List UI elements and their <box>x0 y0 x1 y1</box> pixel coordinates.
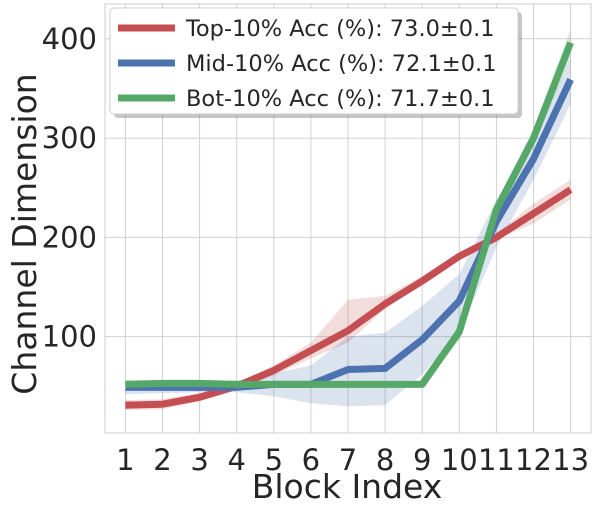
x-tick-label: 4 <box>227 443 245 477</box>
x-tick-label: 9 <box>413 443 431 477</box>
legend: Top-10% Acc (%): 73.0±0.1 Mid-10% Acc (%)… <box>109 7 522 118</box>
x-axis-label: Block Index <box>252 467 443 506</box>
x-tick-label: 1 <box>116 443 134 477</box>
legend-box <box>109 7 519 115</box>
x-tick-label: 6 <box>302 443 320 477</box>
x-tick-label: 13 <box>552 443 589 477</box>
x-tick-label: 2 <box>153 443 171 477</box>
x-tick-label: 3 <box>190 443 208 477</box>
plot-frame <box>104 3 592 434</box>
x-tick-labels: 1 2 3 4 5 6 7 8 9 10 11 12 13 <box>116 443 589 477</box>
y-tick-labels: 100 200 300 400 <box>42 22 97 354</box>
y-axis-label: Channel Dimension <box>5 73 44 394</box>
y-tick-label: 100 <box>42 320 97 354</box>
x-tick-label: 12 <box>515 443 552 477</box>
x-tick-label: 11 <box>478 443 515 477</box>
x-tick-label: 5 <box>265 443 283 477</box>
series-line <box>125 41 574 388</box>
confidence-band <box>125 58 571 407</box>
y-tick-label: 400 <box>42 22 97 56</box>
series-lines <box>125 41 574 409</box>
y-tick-label: 200 <box>42 220 97 254</box>
x-tick-label: 10 <box>441 443 478 477</box>
legend-label: Top-10% Acc (%): 73.0±0.1 <box>185 16 495 42</box>
x-tick-label: 7 <box>339 443 357 477</box>
legend-label: Bot-10% Acc (%): 71.7±0.1 <box>186 86 495 112</box>
series-line <box>125 186 573 409</box>
legend-label: Mid-10% Acc (%): 72.1±0.1 <box>186 51 497 77</box>
confidence-bands <box>125 28 571 411</box>
legend-entries: Top-10% Acc (%): 73.0±0.1 Mid-10% Acc (%)… <box>118 16 497 112</box>
x-tick-label: 8 <box>376 443 394 477</box>
y-tick-label: 300 <box>42 121 97 155</box>
